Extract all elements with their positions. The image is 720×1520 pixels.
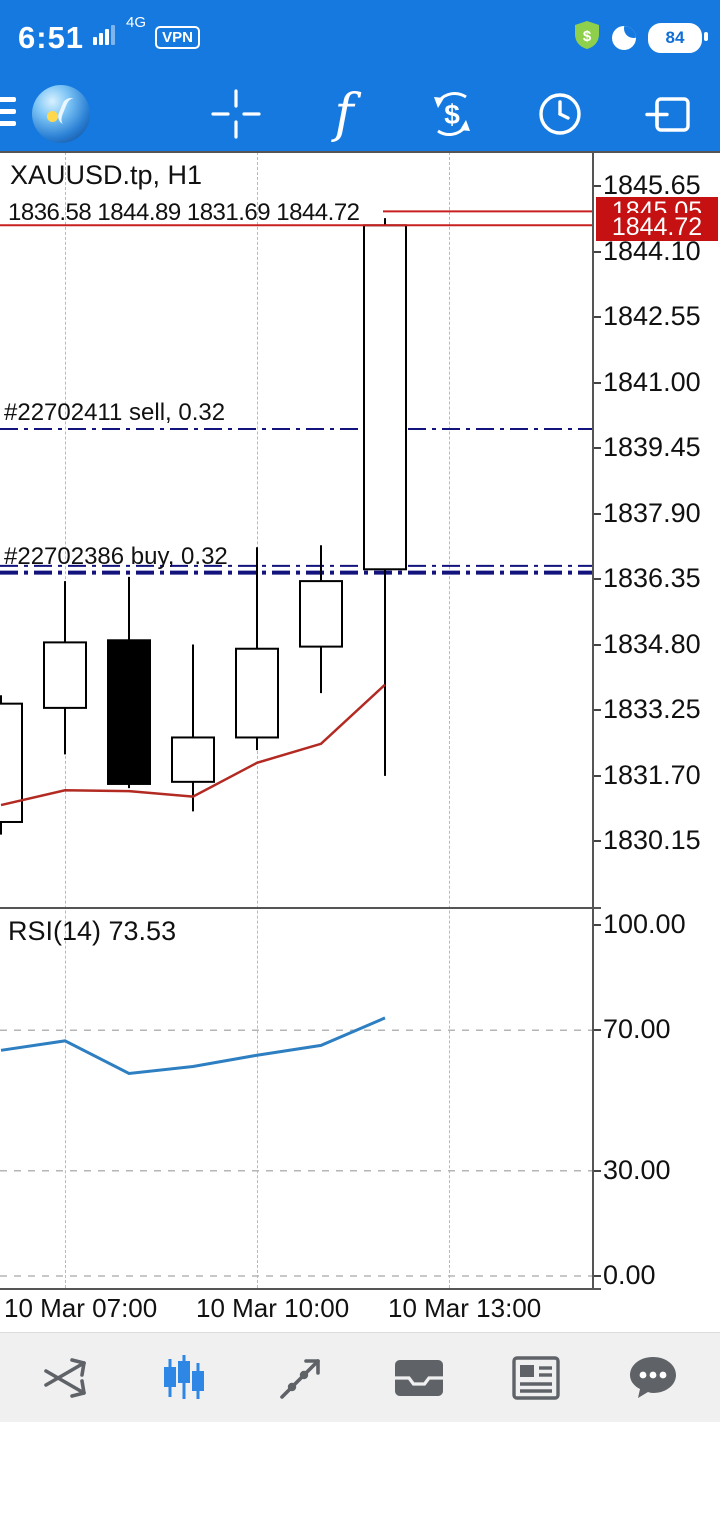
tick-mark [593,512,601,515]
battery-indicator: 84 [648,22,708,53]
night-mode-icon [612,25,636,50]
price-tick-label: 1834.80 [603,628,701,659]
history-clock-icon[interactable] [534,88,586,140]
bid-price-badge: 1844.72 [596,213,718,242]
tick-mark [593,1029,601,1032]
rsi-tick-label: 70.00 [603,1014,671,1045]
candlestick-chart[interactable] [0,152,593,908]
chart-bottom-border [0,1288,601,1290]
rsi-chart[interactable] [0,908,593,1290]
price-tick-label: 1845.65 [603,170,701,200]
messages-icon[interactable] [624,1349,682,1407]
shield-dollar-icon: $ [574,20,600,55]
trade-dollar-icon[interactable]: $ [426,88,478,140]
tick-mark [593,643,601,646]
news-icon[interactable] [507,1349,565,1407]
vpn-badge: VPN [155,26,200,49]
tick-mark [593,1275,601,1277]
rsi-axis: 100.00 70.00 30.00 0.00 [593,908,720,1290]
bottom-toolbar [0,1332,720,1422]
price-tick-label: 1836.35 [603,563,701,593]
tick-mark [593,578,601,580]
price-axis: 1845.65 1844.10 1842.55 1841.00 1839.45 1837.… [593,152,720,909]
charts-icon[interactable] [155,1349,213,1407]
trade-icon[interactable] [272,1349,330,1407]
chart-top-border [0,151,720,153]
tick-mark [593,250,601,253]
android-nav-bar: ♪ @Hakim Khan [0,1422,720,1520]
price-tick-label: 1841.00 [603,366,701,397]
tick-mark [593,840,601,842]
quotes-icon[interactable] [38,1349,96,1407]
function-indicator-icon[interactable]: f [334,83,354,144]
svg-text:$: $ [444,99,460,130]
tick-mark [593,924,601,926]
pane-divider [0,907,601,909]
time-axis-label: 10 Mar 13:00 [388,1293,542,1323]
rsi-tick-label: 100.00 [603,909,686,939]
price-tick-label: 1831.70 [603,759,701,790]
tick-mark [593,1169,601,1172]
rsi-tick-label: 30.00 [603,1154,671,1185]
price-tick-label: 1839.45 [603,432,701,462]
tick-mark [593,774,601,777]
status-bar: 6:51 4G VPN $ 84 [0,0,720,75]
signal-icon [93,25,117,50]
tick-mark [593,447,601,449]
history-icon[interactable] [390,1349,448,1407]
svg-text:$: $ [583,28,592,45]
app-logo[interactable] [32,84,90,143]
price-tick-label: 1833.25 [603,694,701,724]
grid-line [449,152,450,1288]
new-order-icon[interactable] [642,88,694,140]
crosshair-icon[interactable] [210,88,262,140]
price-tick-label: 1837.90 [603,497,701,528]
tick-mark [593,185,601,187]
price-tick-label: 1842.55 [603,301,701,331]
app-toolbar: f $ [0,75,720,152]
clock-text: 6:51 [18,19,85,55]
price-axis-line [592,152,594,1290]
time-axis-label: 10 Mar 10:00 [196,1293,350,1323]
tick-mark [593,709,601,711]
network-type-label: 4G [126,14,147,31]
tick-mark [593,316,601,318]
price-tick-label: 1830.15 [603,825,701,855]
rsi-tick-label: 0.00 [603,1260,656,1290]
time-axis-label: 10 Mar 07:00 [4,1293,158,1323]
tick-mark [593,381,601,384]
menu-icon[interactable] [0,90,16,133]
